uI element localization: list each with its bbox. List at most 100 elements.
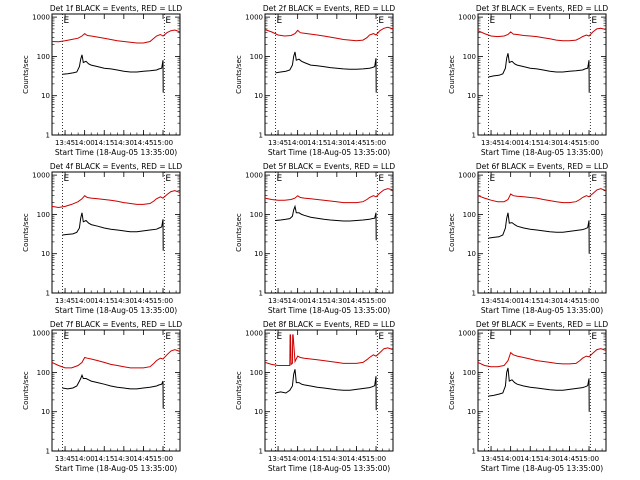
y-tick-label: 10 (254, 250, 263, 258)
series-line-lld (477, 188, 607, 204)
series-line-lld (51, 29, 181, 44)
x-tick-label: 14:30 (114, 139, 134, 147)
x-tick-label: 15:00 (366, 297, 386, 305)
x-tick-label: 14:30 (327, 297, 347, 305)
x-tick-label: 15:00 (366, 139, 386, 147)
y-axis-label: Counts/sec (235, 213, 243, 252)
x-axis-label: Start Time (18-Aug-05 13:35:00) (55, 148, 177, 157)
time-marker-label: E (63, 174, 69, 184)
y-tick-label: 10 (467, 250, 476, 258)
series-line-lld (264, 26, 394, 42)
panel-title: Det 1f BLACK = Events, RED = LLD (50, 4, 183, 13)
series-line-events (488, 367, 590, 412)
x-tick-label: 14:00 (288, 139, 308, 147)
y-tick-label: 1 (472, 448, 476, 456)
x-tick-label: 14:30 (327, 139, 347, 147)
y-tick-label: 1000 (245, 172, 263, 180)
x-tick-label: 14:15 (307, 297, 327, 305)
x-tick-label: 14:30 (540, 455, 560, 463)
x-tick-label: 14:00 (75, 455, 95, 463)
x-tick-label: 13:45 (481, 297, 501, 305)
panel-title: Det 6f BLACK = Events, RED = LLD (476, 162, 609, 171)
y-tick-label: 1000 (32, 330, 50, 338)
panel-title: Det 7f BLACK = Events, RED = LLD (50, 320, 183, 329)
time-marker-label: E (165, 16, 171, 26)
y-tick-label: 1000 (458, 172, 476, 180)
y-axis-label: Counts/sec (22, 371, 30, 410)
series-line-events (62, 373, 164, 409)
x-axis-label: Start Time (18-Aug-05 13:35:00) (481, 306, 603, 315)
time-marker-label: E (591, 332, 597, 342)
x-tick-label: 14:45 (559, 455, 579, 463)
y-tick-label: 100 (37, 211, 50, 219)
y-tick-label: 100 (463, 53, 476, 61)
series-line-lld (477, 348, 607, 368)
plot-frame (477, 329, 607, 452)
plot-frame (264, 329, 394, 452)
x-tick-label: 14:15 (307, 139, 327, 147)
time-marker-label: E (276, 332, 282, 342)
x-tick-label: 14:30 (327, 455, 347, 463)
time-marker-label: E (63, 332, 69, 342)
y-tick-label: 1 (46, 132, 50, 140)
x-tick-label: 14:00 (75, 139, 95, 147)
y-tick-label: 10 (254, 408, 263, 416)
x-axis-label: Start Time (18-Aug-05 13:35:00) (268, 306, 390, 315)
x-tick-label: 14:00 (75, 297, 95, 305)
y-tick-label: 100 (463, 211, 476, 219)
x-tick-label: 14:30 (114, 455, 134, 463)
x-tick-label: 14:15 (307, 455, 327, 463)
x-tick-label: 13:45 (55, 455, 75, 463)
x-tick-label: 15:00 (579, 297, 599, 305)
time-marker-label: E (591, 174, 597, 184)
plot-frame (264, 171, 394, 294)
panel-det-2: Det 2f BLACK = Events, RED = LLD 1 10 100 10… (235, 4, 395, 157)
panel-det-4: Det 4f BLACK = Events, RED = LLD 1 10 100 10… (22, 162, 182, 315)
y-tick-label: 1 (46, 290, 50, 298)
y-tick-label: 1000 (32, 172, 50, 180)
x-axis-label: Start Time (18-Aug-05 13:35:00) (481, 464, 603, 473)
x-tick-label: 14:15 (94, 139, 114, 147)
series-line-lld (477, 27, 607, 42)
time-marker-label: E (489, 174, 495, 184)
x-tick-label: 15:00 (153, 455, 173, 463)
x-tick-label: 13:45 (268, 139, 288, 147)
y-tick-label: 1000 (458, 14, 476, 22)
x-tick-label: 15:00 (153, 297, 173, 305)
x-tick-label: 14:00 (288, 297, 308, 305)
x-tick-label: 13:45 (481, 139, 501, 147)
time-marker-label: E (276, 174, 282, 184)
series-line-events (488, 212, 590, 254)
x-axis-label: Start Time (18-Aug-05 13:35:00) (55, 464, 177, 473)
x-tick-label: 14:15 (520, 139, 540, 147)
y-tick-label: 1000 (458, 330, 476, 338)
x-tick-label: 15:00 (366, 455, 386, 463)
y-tick-label: 1 (259, 132, 263, 140)
y-tick-label: 10 (41, 92, 50, 100)
x-tick-label: 14:45 (133, 139, 153, 147)
plot-frame (51, 329, 181, 452)
x-tick-label: 14:15 (94, 297, 114, 305)
time-marker-label: E (378, 332, 384, 342)
y-axis-label: Counts/sec (22, 55, 30, 94)
plot-frame (51, 171, 181, 294)
x-tick-label: 14:45 (559, 297, 579, 305)
y-tick-label: 1 (472, 132, 476, 140)
x-tick-label: 13:45 (268, 297, 288, 305)
x-axis-label: Start Time (18-Aug-05 13:35:00) (481, 148, 603, 157)
time-marker-label: E (165, 174, 171, 184)
series-line-events (488, 53, 590, 93)
plot-frame (477, 13, 607, 136)
plot-frame (477, 171, 607, 294)
x-tick-label: 15:00 (579, 455, 599, 463)
y-tick-label: 10 (41, 408, 50, 416)
series-line-lld (51, 349, 181, 369)
series-line-events (275, 204, 377, 241)
y-tick-label: 1 (472, 290, 476, 298)
series-line-events (62, 212, 164, 251)
series-line-events (62, 54, 164, 93)
panel-title: Det 8f BLACK = Events, RED = LLD (263, 320, 396, 329)
x-tick-label: 14:30 (114, 297, 134, 305)
x-tick-label: 13:45 (55, 139, 75, 147)
